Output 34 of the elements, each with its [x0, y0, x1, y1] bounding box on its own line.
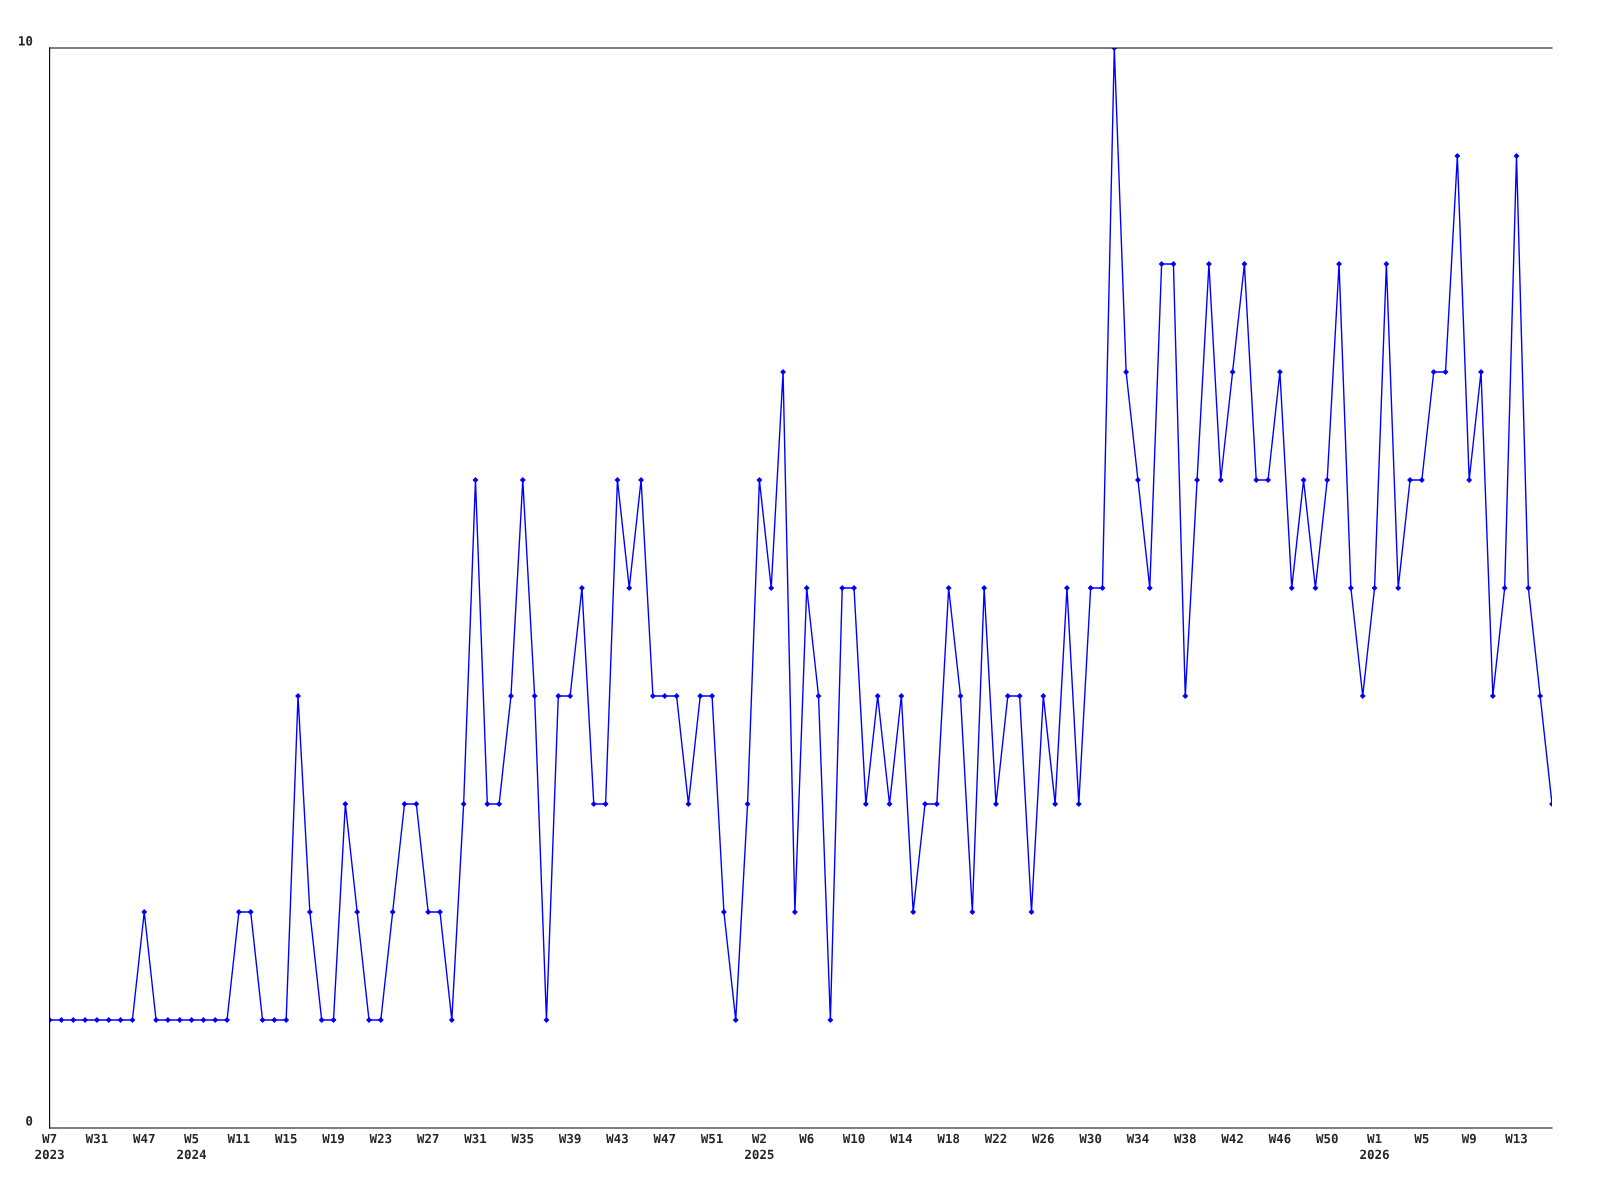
x-tick-label: W19: [322, 1133, 345, 1144]
x-tick-label: W6: [799, 1133, 814, 1144]
x-tick-label: W47: [132, 1133, 155, 1144]
x-tick-label: W43: [606, 1133, 628, 1144]
x-tick-label: W46: [1268, 1133, 1291, 1144]
x-tick-label: W5: [1414, 1133, 1429, 1144]
x-tick-label: W15: [274, 1133, 297, 1144]
y-tick-label: 10: [19, 36, 33, 46]
x-tick-label: W51: [700, 1133, 723, 1144]
x-tick-label: W7 2023: [35, 1133, 64, 1160]
x-tick-label: W34: [1126, 1133, 1149, 1144]
x-tick-label: W31: [85, 1133, 108, 1144]
x-tick-label: W22: [984, 1133, 1007, 1144]
x-tick-label: W35: [511, 1133, 534, 1144]
x-tick-label: W23: [369, 1133, 392, 1144]
x-tick-label: W30: [1079, 1133, 1102, 1144]
x-tick-label: W18: [937, 1133, 960, 1144]
x-tick-label: W10: [842, 1133, 865, 1144]
y-tick-label: 0: [26, 1116, 33, 1126]
x-tick-label: W9: [1461, 1133, 1476, 1144]
x-tick-label: W39: [558, 1133, 581, 1144]
x-tick-label: W26: [1032, 1133, 1054, 1144]
x-tick-label: W42: [1221, 1133, 1243, 1144]
x-tick-label: W47: [653, 1133, 676, 1144]
x-tick-label: W2 2025: [745, 1133, 774, 1160]
x-tick-label: W31: [464, 1133, 487, 1144]
x-tick-label: W13: [1505, 1133, 1527, 1144]
x-tick-label: W11: [227, 1133, 250, 1144]
x-tick-label: W14: [890, 1133, 913, 1144]
x-tick-label: W50: [1315, 1133, 1338, 1144]
x-tick-label: W27: [416, 1133, 439, 1144]
x-tick-label: W1 2026: [1360, 1133, 1389, 1160]
x-tick-label: W5 2024: [177, 1133, 207, 1160]
x-tick-label: W38: [1173, 1133, 1196, 1144]
